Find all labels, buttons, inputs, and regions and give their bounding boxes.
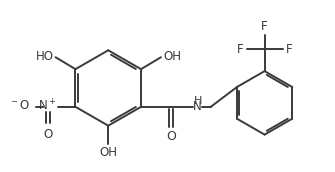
Text: N: N (193, 100, 202, 113)
Text: N$^+$: N$^+$ (38, 98, 57, 114)
Text: O: O (166, 130, 176, 143)
Text: OH: OH (99, 146, 117, 159)
Text: O: O (43, 128, 52, 141)
Text: HO: HO (36, 50, 54, 63)
Text: F: F (285, 43, 292, 56)
Text: $^-$O: $^-$O (9, 99, 31, 112)
Text: OH: OH (163, 50, 181, 63)
Text: F: F (237, 43, 244, 56)
Text: H: H (194, 96, 202, 106)
Text: F: F (261, 20, 268, 33)
